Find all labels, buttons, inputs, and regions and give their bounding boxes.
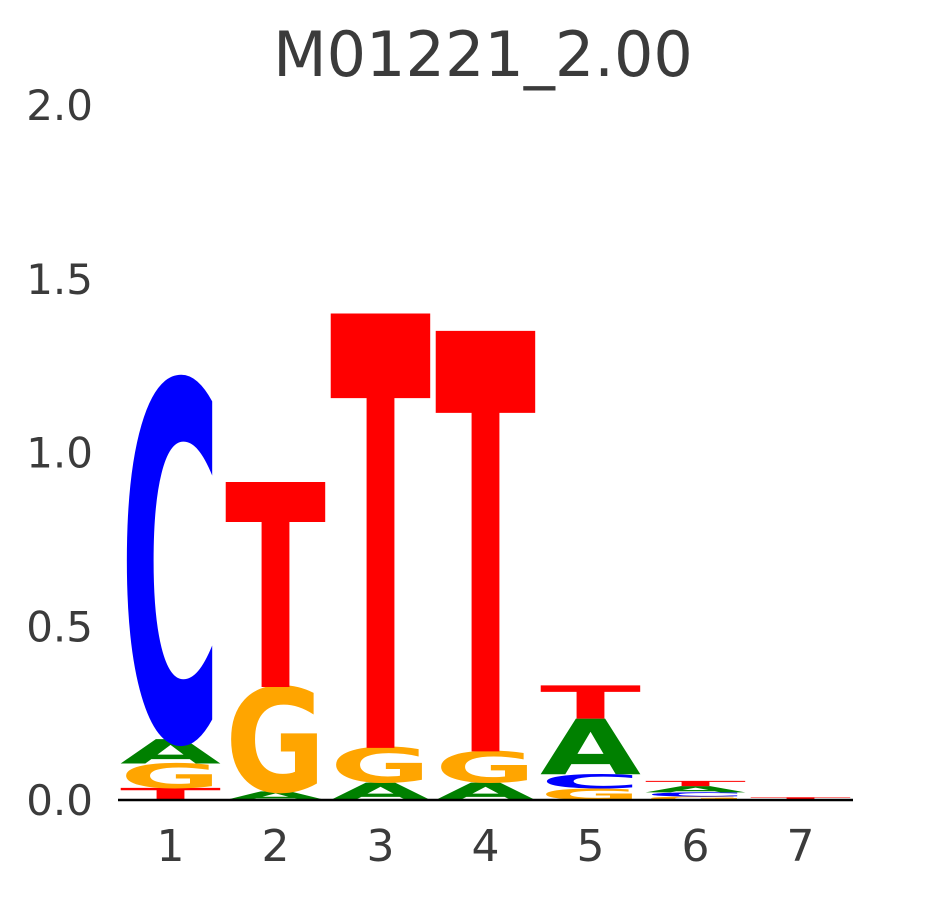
logo-letter-pos6-T: T xyxy=(645,779,746,787)
x-tick-label: 1 xyxy=(157,821,185,872)
x-tick-label: 4 xyxy=(472,821,500,872)
x-tick-label: 2 xyxy=(262,821,290,872)
x-tick-label: 5 xyxy=(577,821,605,872)
logo-letter-pos5-T: T xyxy=(540,677,641,730)
logo-letter-pos1-G: G xyxy=(120,757,221,796)
logo-letter-pos1-C: C xyxy=(120,283,221,855)
logo-letter-pos7-T: T xyxy=(750,796,851,800)
logo-letter-pos2-T: T xyxy=(225,426,326,754)
logo-letter-pos2-G: G xyxy=(225,659,326,826)
logo-letter-pos4-A: A xyxy=(435,778,536,806)
logo-letter-pos1-A: A xyxy=(120,733,222,772)
logo-letter-pos3-A: A xyxy=(330,778,431,806)
logo-letter-pos5-C: C xyxy=(540,770,641,792)
logo-letter-pos4-T: T xyxy=(435,216,537,888)
chart-title: M01221_2.00 xyxy=(273,18,693,91)
y-tick-label: 0.0 xyxy=(26,776,93,825)
y-tick-label: 2.0 xyxy=(26,81,93,130)
y-axis-tick-labels: 0.0 0.5 1.0 1.5 2.0 xyxy=(26,81,93,825)
logo-letter-pos6-C: C xyxy=(645,791,746,798)
x-axis-tick-labels: 1 2 3 4 5 6 7 xyxy=(157,821,815,872)
logo-letter-pos6-A: A xyxy=(645,784,746,794)
logo-letter-pos3-T: T xyxy=(330,194,432,889)
y-tick-label: 0.5 xyxy=(26,602,93,651)
logo-letter-pos4-G: G xyxy=(435,744,536,794)
y-tick-label: 1.0 xyxy=(26,429,93,478)
x-tick-label: 7 xyxy=(787,821,815,872)
x-tick-label: 3 xyxy=(367,821,395,872)
logo-letter-pos5-A: A xyxy=(540,703,641,792)
y-tick-label: 1.5 xyxy=(26,255,93,304)
logo-letter-pos6-G: G xyxy=(645,796,746,802)
x-tick-label: 6 xyxy=(682,821,710,872)
logo-letter-pos3-G: G xyxy=(330,739,431,794)
